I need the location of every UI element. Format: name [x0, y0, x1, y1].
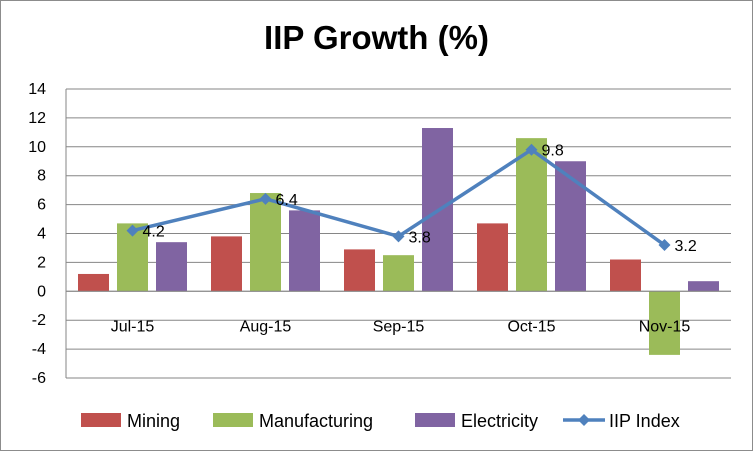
bar-manufacturing	[516, 138, 547, 292]
legend-label-electricity: Electricity	[461, 411, 538, 431]
bar-electricity	[555, 161, 586, 292]
legend-label-manufacturing: Manufacturing	[259, 411, 373, 431]
bar-manufacturing	[250, 193, 281, 292]
x-tick-label: Jul-15	[111, 318, 155, 335]
bar-mining	[610, 259, 641, 292]
line-point-marker	[392, 230, 405, 243]
y-tick-label: -2	[32, 312, 46, 329]
data-label: 6.4	[276, 192, 298, 209]
data-label: 3.8	[409, 229, 431, 246]
bar-electricity	[156, 242, 187, 292]
legend-swatch-manufacturing	[213, 413, 253, 427]
y-tick-label: 10	[28, 139, 46, 156]
data-label: 9.8	[542, 143, 564, 160]
bar-mining	[477, 223, 508, 292]
x-tick-label: Nov-15	[639, 318, 691, 335]
bar-electricity	[688, 281, 719, 292]
bar-electricity	[289, 210, 320, 292]
bar-manufacturing	[649, 291, 680, 355]
y-tick-label: 4	[37, 226, 46, 243]
data-label: 3.2	[675, 238, 697, 255]
y-tick-label: -6	[32, 370, 46, 387]
y-tick-label: 8	[37, 168, 46, 185]
line-point-marker	[658, 239, 671, 252]
y-tick-label: 2	[37, 254, 46, 271]
legend-label-iip-index: IIP Index	[609, 411, 680, 431]
y-tick-label: 12	[28, 110, 46, 127]
chart-title: IIP Growth (%)	[264, 19, 489, 56]
legend-swatch-electricity	[415, 413, 455, 427]
y-tick-label: 0	[37, 283, 46, 300]
legend-swatch-mining	[81, 413, 121, 427]
x-tick-label: Aug-15	[240, 318, 292, 335]
y-tick-label: 6	[37, 197, 46, 214]
y-tick-label: -4	[32, 341, 46, 358]
x-tick-label: Oct-15	[507, 318, 555, 335]
line-point-marker	[126, 224, 139, 237]
bar-mining	[78, 273, 109, 292]
line-point-marker	[259, 192, 272, 205]
x-tick-label: Sep-15	[373, 318, 425, 335]
bar-mining	[344, 249, 375, 292]
legend-marker-iip-index	[578, 414, 590, 426]
bar-manufacturing	[383, 255, 414, 292]
line-point-marker	[525, 143, 538, 156]
y-tick-label: 14	[28, 81, 46, 98]
legend-label-mining: Mining	[127, 411, 180, 431]
bar-mining	[211, 236, 242, 292]
data-label: 4.2	[143, 224, 165, 241]
